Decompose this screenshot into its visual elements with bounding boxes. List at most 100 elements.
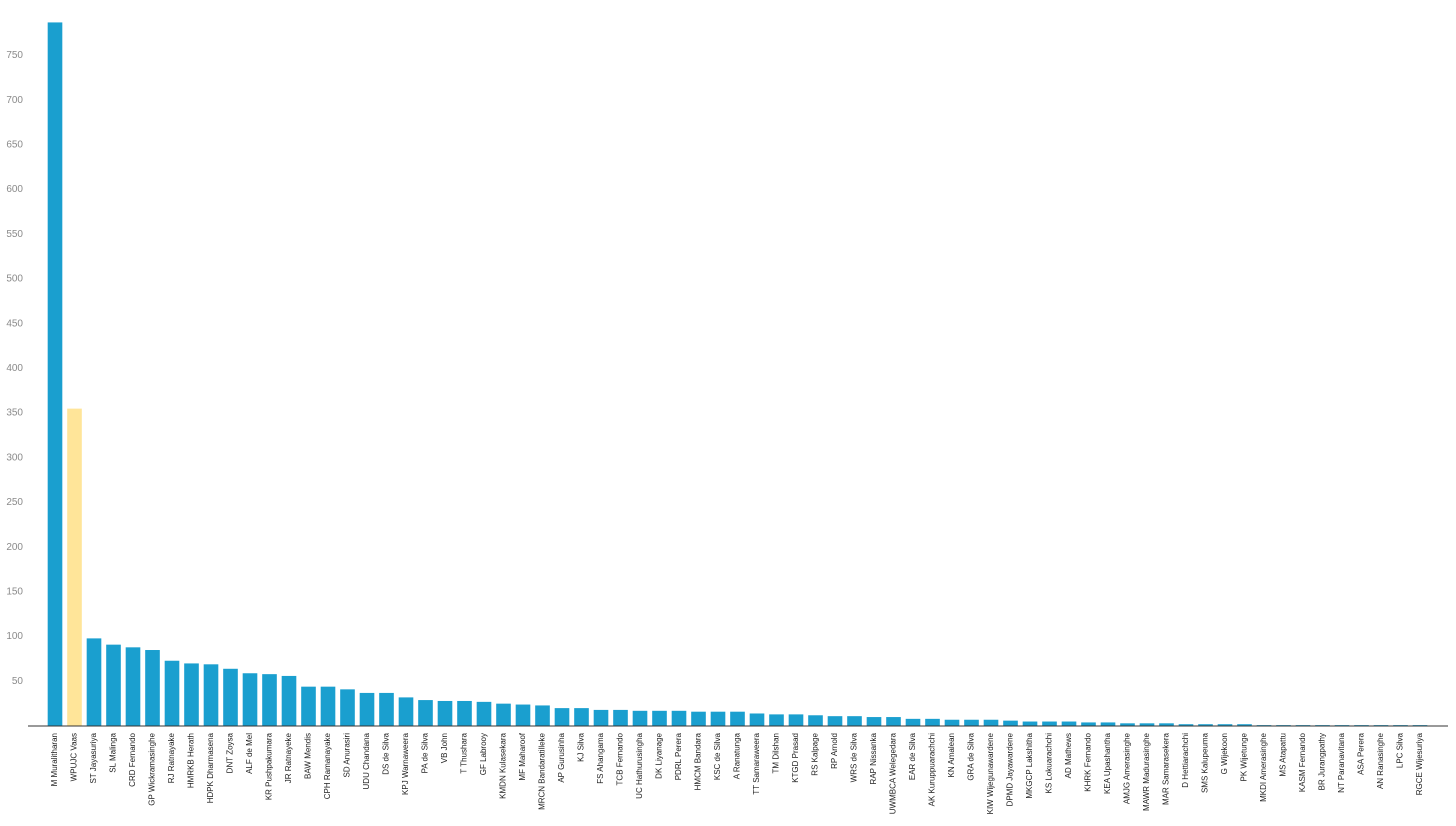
bar xyxy=(184,663,199,726)
bar xyxy=(496,703,511,726)
bar xyxy=(1198,724,1213,726)
x-tick-label: RGCE Wijesuriya xyxy=(1415,732,1424,795)
bar xyxy=(1061,721,1077,726)
x-tick-label: KEA Upashantha xyxy=(1103,732,1112,793)
bar xyxy=(1100,722,1116,726)
x-tick-label: KJ Silva xyxy=(577,732,586,761)
bar xyxy=(223,668,238,726)
x-tick-label: KIW Wijegunawardene xyxy=(986,732,995,814)
x-tick-label: ASA Perera xyxy=(1357,732,1366,774)
x-tick-label: AD Mathews xyxy=(1064,733,1073,778)
x-tick-label: DNT Zoysa xyxy=(226,732,235,773)
bar xyxy=(301,686,316,726)
y-tick-label: 250 xyxy=(6,497,23,508)
x-tick-label: SMS Kalupeuma xyxy=(1201,732,1210,793)
bar xyxy=(379,692,394,726)
x-tick-label: KN Amalean xyxy=(947,733,956,777)
x-tick-label: AN Ranasinghe xyxy=(1376,732,1385,789)
x-tick-label: TT Samaraweera xyxy=(752,732,761,794)
x-tick-label: MAR Samarasekera xyxy=(1162,732,1171,805)
x-tick-label: KMDN Kulasekara xyxy=(499,732,508,798)
x-tick-label: WPUJC Vaas xyxy=(70,733,79,781)
bar xyxy=(593,709,609,726)
y-tick-label: 300 xyxy=(6,452,23,463)
y-tick-label: 650 xyxy=(6,140,23,151)
x-tick-label: AMJG Amerasinghe xyxy=(1123,732,1132,804)
x-tick-label: PK Wijetunge xyxy=(1240,732,1249,781)
y-tick-label: 200 xyxy=(6,542,23,553)
x-tick-label: HMRKB Herath xyxy=(187,733,196,788)
x-tick-label: BAW Mendis xyxy=(304,733,313,779)
x-tick-label: KHRK Fernando xyxy=(1084,732,1093,791)
x-tick-label: SL Malinga xyxy=(109,732,118,772)
x-tick-label: FS Ahangama xyxy=(596,732,605,783)
bar xyxy=(86,638,102,726)
x-tick-label: ALF de Mel xyxy=(245,733,254,774)
bar xyxy=(398,697,414,726)
x-tick-label: UC Hathurusingha xyxy=(635,732,644,798)
x-tick-label: ST Jayasuriya xyxy=(89,732,98,783)
bar xyxy=(827,716,843,726)
bar xyxy=(47,22,63,727)
bar xyxy=(710,711,726,726)
x-tick-label: MS Atapattu xyxy=(1279,733,1288,777)
x-tick-label: HDPK Dharmasena xyxy=(206,732,215,803)
y-tick-label: 500 xyxy=(6,274,23,285)
bar xyxy=(242,673,258,726)
x-tick-label: KTGD Prasad xyxy=(791,733,800,783)
x-tick-label: NT Paranavitana xyxy=(1337,732,1346,792)
bar xyxy=(125,647,141,726)
x-tick-label: MAWR Madurasinghe xyxy=(1142,732,1151,811)
y-tick-label: 700 xyxy=(6,95,23,106)
x-tick-label: D Hettiarachchi xyxy=(1181,733,1190,788)
bar xyxy=(145,650,160,726)
x-tick-label: MRCN Bandaratilleke xyxy=(538,732,547,809)
x-tick-label: GF Labrooy xyxy=(479,733,488,775)
y-tick-label: 100 xyxy=(6,631,23,642)
bar xyxy=(67,408,82,726)
x-tick-label: VB John xyxy=(440,733,449,763)
bar xyxy=(1022,721,1038,726)
x-tick-label: RAP Nissanka xyxy=(869,732,878,784)
bar xyxy=(476,701,492,726)
bar xyxy=(554,708,570,726)
bar xyxy=(808,715,823,726)
bar xyxy=(1139,723,1155,726)
bar xyxy=(613,709,628,726)
x-tick-label: JR Ratnayeke xyxy=(284,732,293,783)
x-tick-label: RS Kalpage xyxy=(811,732,820,775)
x-tick-label: DPMD Jayawardene xyxy=(1006,732,1015,806)
x-tick-label: GRA de Silva xyxy=(967,732,976,780)
bar xyxy=(437,700,453,726)
x-tick-label: HMCM Bandara xyxy=(694,732,703,790)
bar xyxy=(905,718,921,726)
bar xyxy=(418,700,433,726)
bar xyxy=(340,689,355,726)
x-tick-label: EAR de Silva xyxy=(908,732,917,780)
bar xyxy=(1217,724,1233,726)
x-tick-label: DS de Silva xyxy=(382,732,391,774)
x-tick-label: M Muralitharan xyxy=(50,733,59,786)
x-tick-label: DK Liyanage xyxy=(655,732,664,778)
y-tick-label: 600 xyxy=(6,184,23,195)
bar xyxy=(457,700,472,726)
x-tick-label: T Thushara xyxy=(460,732,469,773)
x-tick-label: UWMBCA Welegedara xyxy=(889,732,898,814)
bar xyxy=(730,711,745,726)
y-tick-label: 750 xyxy=(6,50,23,61)
bar xyxy=(925,718,940,726)
x-tick-label: RJ Ratnayake xyxy=(167,732,176,783)
x-tick-label: KPJ Warnaweera xyxy=(401,732,410,795)
x-tick-label: CPH Ramanayake xyxy=(323,732,332,799)
x-tick-label: BR Jurangpathy xyxy=(1318,733,1327,790)
bar xyxy=(632,710,648,726)
x-tick-label: KASM Fernando xyxy=(1298,732,1307,792)
bar xyxy=(1003,720,1018,726)
bar xyxy=(164,660,180,726)
bar xyxy=(1120,723,1135,726)
x-tick-label: SD Anurasiri xyxy=(343,733,352,778)
bar xyxy=(788,714,804,726)
x-tick-label: UDU Chandana xyxy=(362,732,371,789)
x-tick-label: GP Wickramasinghe xyxy=(148,732,157,805)
bar xyxy=(652,710,667,726)
